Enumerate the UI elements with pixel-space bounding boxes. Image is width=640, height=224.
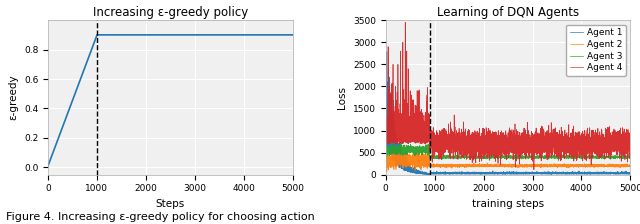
Agent 3 bbox=[609, 156, 616, 158]
Agent 4 bbox=[603, 138, 611, 141]
Agent 1 bbox=[383, 50, 390, 53]
Agent 2 bbox=[609, 165, 616, 168]
Agent 3 bbox=[382, 151, 390, 154]
Agent 3 bbox=[397, 141, 404, 144]
Agent 3 bbox=[611, 157, 618, 160]
Agent 4 bbox=[530, 168, 538, 171]
Agent 2 bbox=[500, 165, 508, 167]
Agent 3 bbox=[430, 155, 438, 158]
Agent 1 bbox=[426, 173, 433, 176]
Agent 2 bbox=[551, 164, 559, 167]
Agent 1 bbox=[611, 172, 618, 175]
Agent 1 bbox=[430, 172, 438, 175]
Agent 1 bbox=[603, 171, 611, 174]
Agent 1 bbox=[609, 172, 616, 175]
Agent 2 bbox=[627, 165, 634, 167]
Agent 2 bbox=[430, 164, 438, 167]
Line: Agent 3: Agent 3 bbox=[386, 142, 630, 159]
Agent 3 bbox=[500, 155, 508, 158]
Agent 4 bbox=[627, 142, 634, 144]
Agent 2 bbox=[603, 164, 611, 166]
Y-axis label: ε-greedy: ε-greedy bbox=[8, 75, 19, 120]
Legend: Agent 1, Agent 2, Agent 3, Agent 4: Agent 1, Agent 2, Agent 3, Agent 4 bbox=[566, 25, 626, 76]
Agent 4 bbox=[551, 135, 559, 138]
Agent 4 bbox=[500, 143, 508, 146]
Title: Learning of DQN Agents: Learning of DQN Agents bbox=[437, 6, 579, 19]
Agent 1 bbox=[627, 172, 634, 175]
Agent 3 bbox=[627, 155, 634, 158]
Agent 3 bbox=[603, 156, 611, 159]
Agent 4 bbox=[401, 21, 409, 24]
X-axis label: Steps: Steps bbox=[156, 199, 185, 209]
Agent 1 bbox=[551, 171, 559, 174]
X-axis label: training steps: training steps bbox=[472, 199, 544, 209]
Agent 4 bbox=[430, 146, 438, 148]
Agent 1 bbox=[500, 171, 508, 173]
Agent 3 bbox=[606, 158, 614, 161]
Line: Agent 1: Agent 1 bbox=[386, 52, 630, 174]
Text: Figure 4. Increasing ε-greedy policy for choosing action: Figure 4. Increasing ε-greedy policy for… bbox=[6, 212, 315, 222]
Agent 4 bbox=[382, 132, 390, 134]
Agent 2 bbox=[382, 156, 390, 159]
Agent 2 bbox=[419, 149, 427, 152]
Agent 1 bbox=[382, 84, 390, 86]
Agent 2 bbox=[383, 170, 390, 173]
Y-axis label: Loss: Loss bbox=[337, 86, 348, 109]
Title: Increasing ε-greedy policy: Increasing ε-greedy policy bbox=[93, 6, 248, 19]
Line: Agent 4: Agent 4 bbox=[386, 22, 630, 170]
Agent 3 bbox=[551, 155, 559, 157]
Agent 4 bbox=[609, 140, 616, 142]
Agent 4 bbox=[611, 145, 618, 148]
Agent 2 bbox=[611, 164, 618, 167]
Line: Agent 2: Agent 2 bbox=[386, 150, 630, 172]
